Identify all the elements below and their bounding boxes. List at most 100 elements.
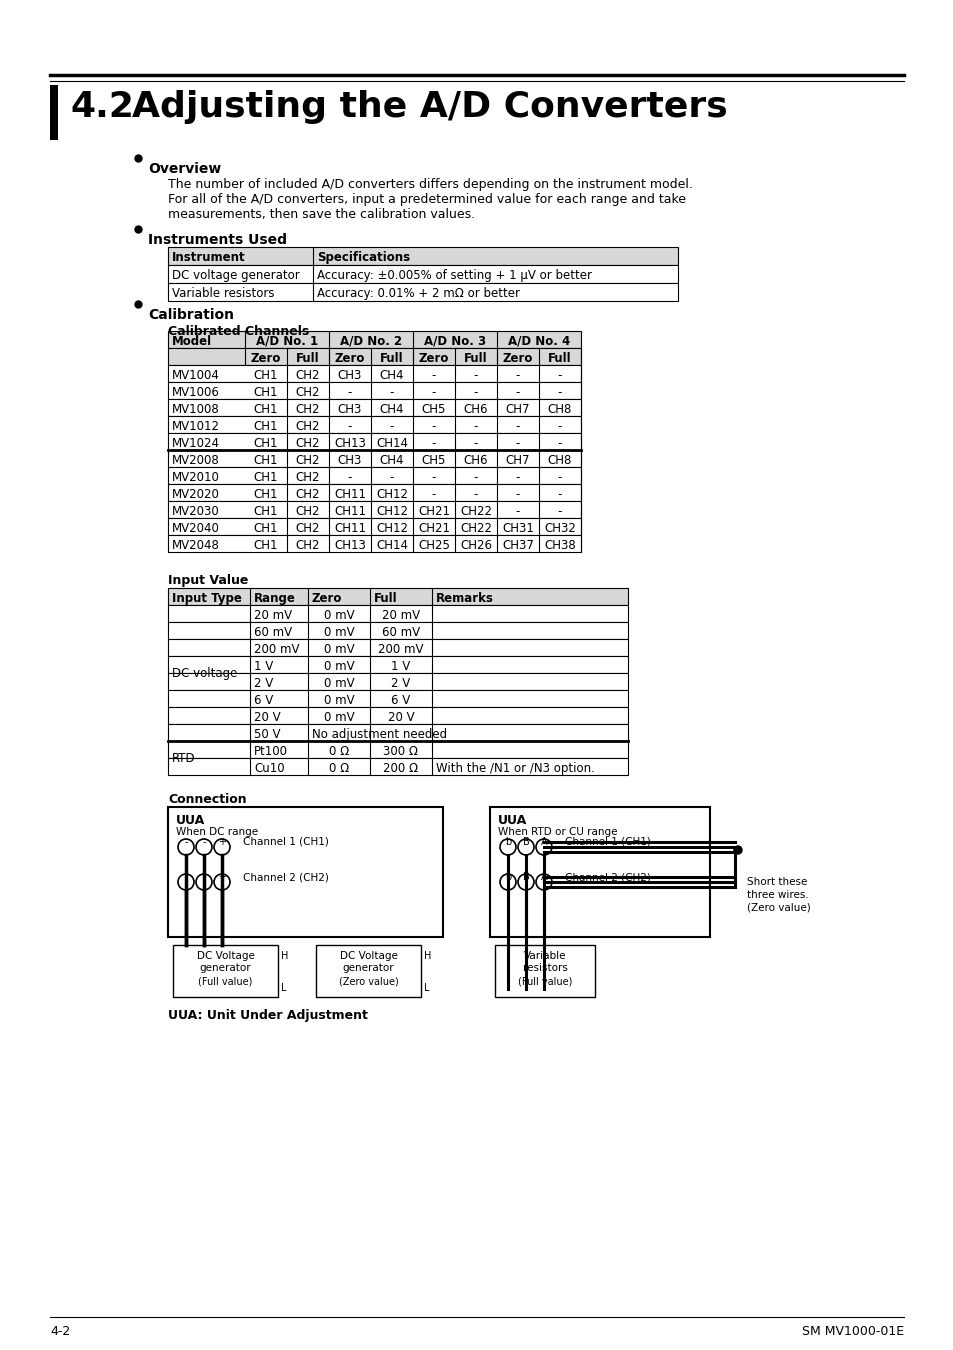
Bar bbox=[168, 605, 627, 622]
Text: DC voltage: DC voltage bbox=[172, 667, 237, 679]
Text: 300 Ω: 300 Ω bbox=[383, 745, 418, 757]
Bar bbox=[168, 741, 627, 757]
Text: Accuracy: 0.01% + 2 mΩ or better: Accuracy: 0.01% + 2 mΩ or better bbox=[316, 288, 519, 300]
Text: CH13: CH13 bbox=[334, 437, 366, 450]
Text: Zero: Zero bbox=[251, 352, 281, 365]
Text: Accuracy: ±0.005% of setting + 1 μV or better: Accuracy: ±0.005% of setting + 1 μV or b… bbox=[316, 269, 592, 282]
Text: CH25: CH25 bbox=[417, 539, 450, 552]
Bar bbox=[168, 501, 580, 518]
Text: resistors: resistors bbox=[522, 963, 567, 973]
Text: A: A bbox=[540, 872, 547, 882]
Text: Cu10: Cu10 bbox=[253, 761, 284, 775]
Text: CH12: CH12 bbox=[375, 487, 408, 501]
Text: CH12: CH12 bbox=[375, 522, 408, 535]
Bar bbox=[168, 364, 580, 382]
Text: 0 mV: 0 mV bbox=[323, 660, 354, 674]
Text: CH38: CH38 bbox=[543, 539, 576, 552]
Text: CH1: CH1 bbox=[253, 522, 278, 535]
Text: CH14: CH14 bbox=[375, 437, 408, 450]
Text: CH4: CH4 bbox=[379, 369, 404, 382]
Bar bbox=[168, 382, 580, 400]
Text: No adjustment needed: No adjustment needed bbox=[312, 728, 447, 741]
Text: When DC range: When DC range bbox=[175, 828, 258, 837]
Text: CH4: CH4 bbox=[379, 454, 404, 467]
Text: Channel 2 (CH2): Channel 2 (CH2) bbox=[243, 872, 329, 882]
Text: 20 V: 20 V bbox=[253, 711, 280, 724]
Bar bbox=[168, 639, 627, 656]
Text: CH8: CH8 bbox=[547, 454, 572, 467]
Text: Overview: Overview bbox=[148, 162, 221, 176]
Text: H: H bbox=[423, 950, 431, 961]
Text: B: B bbox=[522, 837, 529, 846]
Text: CH1: CH1 bbox=[253, 437, 278, 450]
Text: -: - bbox=[516, 437, 519, 450]
Text: UUA: UUA bbox=[497, 814, 527, 828]
Bar bbox=[168, 589, 627, 605]
Text: Channel 1 (CH1): Channel 1 (CH1) bbox=[243, 837, 329, 846]
Text: 0 mV: 0 mV bbox=[323, 694, 354, 707]
Text: H: H bbox=[281, 950, 288, 961]
Text: -: - bbox=[558, 420, 561, 433]
Bar bbox=[168, 467, 580, 485]
Text: 50 V: 50 V bbox=[253, 728, 280, 741]
Text: 2 V: 2 V bbox=[391, 676, 410, 690]
Text: -: - bbox=[516, 420, 519, 433]
Text: A/D No. 4: A/D No. 4 bbox=[507, 335, 570, 348]
Text: -: - bbox=[558, 487, 561, 501]
Text: CH2: CH2 bbox=[295, 420, 320, 433]
Text: MV1024: MV1024 bbox=[172, 437, 220, 450]
Bar bbox=[168, 450, 580, 467]
Text: MV2048: MV2048 bbox=[172, 539, 219, 552]
Text: 200 Ω: 200 Ω bbox=[383, 761, 418, 775]
Text: CH21: CH21 bbox=[417, 505, 450, 518]
Text: (Full value): (Full value) bbox=[517, 977, 572, 987]
Bar bbox=[168, 416, 580, 433]
Text: CH11: CH11 bbox=[334, 522, 366, 535]
Text: -: - bbox=[202, 872, 206, 882]
Text: DC voltage generator: DC voltage generator bbox=[172, 269, 299, 282]
Bar bbox=[168, 674, 627, 690]
Text: -: - bbox=[348, 471, 352, 485]
Text: generator: generator bbox=[199, 963, 251, 973]
Text: Channel 2 (CH2): Channel 2 (CH2) bbox=[564, 872, 650, 882]
Text: 20 mV: 20 mV bbox=[253, 609, 292, 622]
Text: RTD: RTD bbox=[172, 752, 195, 764]
Text: Variable resistors: Variable resistors bbox=[172, 288, 274, 300]
Text: -: - bbox=[558, 471, 561, 485]
Text: Zero: Zero bbox=[312, 593, 342, 605]
Text: CH2: CH2 bbox=[295, 369, 320, 382]
Bar bbox=[168, 707, 627, 724]
Text: Range: Range bbox=[253, 593, 295, 605]
Text: UUA: UUA bbox=[175, 814, 205, 828]
Text: -: - bbox=[432, 420, 436, 433]
Text: 0 Ω: 0 Ω bbox=[329, 761, 349, 775]
Text: MV1006: MV1006 bbox=[172, 386, 219, 400]
Text: Channel 1 (CH1): Channel 1 (CH1) bbox=[564, 837, 650, 846]
Text: -: - bbox=[474, 487, 477, 501]
Text: Model: Model bbox=[172, 335, 212, 348]
Text: CH5: CH5 bbox=[421, 454, 446, 467]
Text: -: - bbox=[390, 471, 394, 485]
Text: CH2: CH2 bbox=[295, 437, 320, 450]
Text: (Full value): (Full value) bbox=[198, 977, 253, 987]
Text: -: - bbox=[474, 369, 477, 382]
Text: CH1: CH1 bbox=[253, 404, 278, 416]
Text: -: - bbox=[558, 386, 561, 400]
Text: Input Type: Input Type bbox=[172, 593, 242, 605]
Text: -: - bbox=[558, 437, 561, 450]
Text: CH6: CH6 bbox=[463, 454, 488, 467]
Text: MV1012: MV1012 bbox=[172, 420, 220, 433]
Text: 60 mV: 60 mV bbox=[381, 626, 419, 639]
Text: +: + bbox=[218, 837, 226, 846]
Text: b: b bbox=[504, 837, 511, 846]
Text: Calibrated Channels: Calibrated Channels bbox=[168, 325, 309, 338]
Text: -: - bbox=[432, 437, 436, 450]
Text: Pt100: Pt100 bbox=[253, 745, 288, 757]
Text: CH2: CH2 bbox=[295, 404, 320, 416]
Text: Instruments Used: Instruments Used bbox=[148, 234, 287, 247]
Text: 1 V: 1 V bbox=[253, 660, 273, 674]
Text: 4-2: 4-2 bbox=[50, 1324, 71, 1338]
Text: MV1008: MV1008 bbox=[172, 404, 219, 416]
Text: CH1: CH1 bbox=[253, 487, 278, 501]
Text: 200 mV: 200 mV bbox=[253, 643, 299, 656]
